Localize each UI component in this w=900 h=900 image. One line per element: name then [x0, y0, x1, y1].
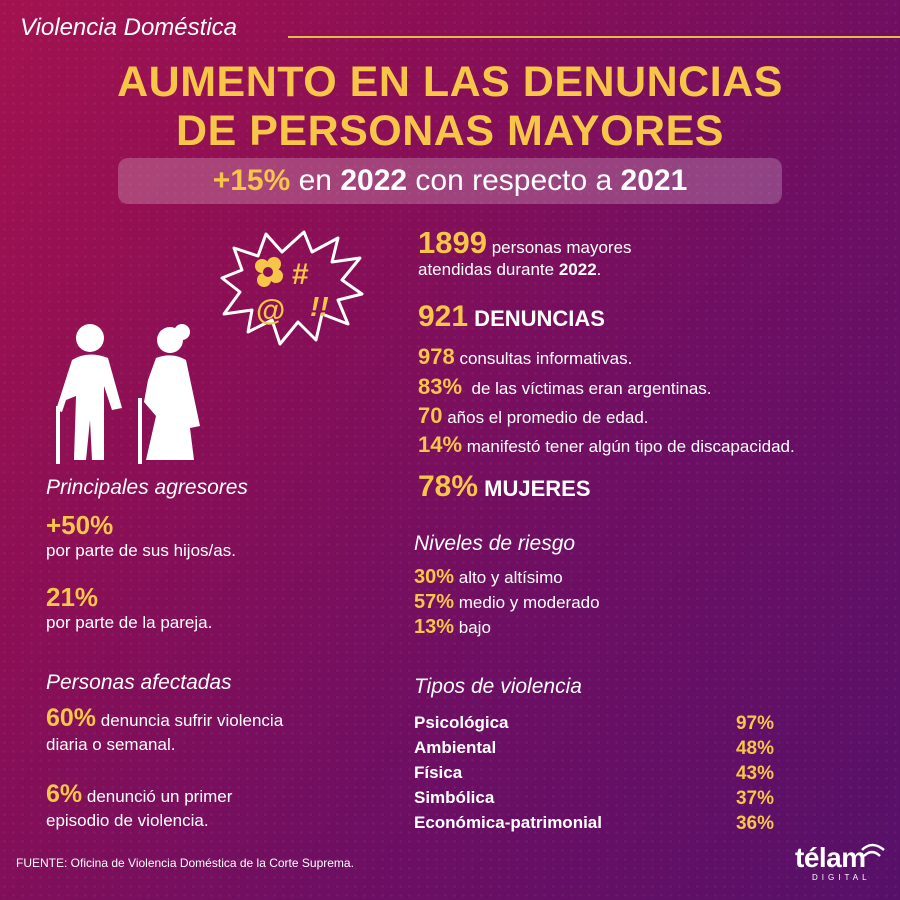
risk-title: Niveles de riesgo — [414, 532, 576, 555]
violence-pct: 43% — [735, 763, 774, 784]
risk-item: 13% bajo — [414, 616, 491, 639]
stat-women-text: MUJERES — [478, 476, 591, 501]
brand-sub-label: DIGITAL — [812, 873, 871, 882]
stat-women: 78% MUJERES — [418, 470, 591, 504]
stat-argentinas-num: 83% — [418, 374, 463, 399]
affected-num: 60% — [46, 704, 97, 732]
stat-consultations: 978 consultas informativas. — [418, 344, 632, 370]
title-line-2: DE PERSONAS MAYORES — [176, 107, 724, 155]
risk-num: 13% — [414, 616, 455, 638]
violence-title: Tipos de violencia — [414, 675, 582, 698]
aggressor-num: 21% — [46, 582, 99, 612]
violence-row: Ambiental 48% — [414, 738, 774, 763]
subtitle-mid: con respecto a — [407, 164, 621, 197]
stat-attended: 1899 personas mayores atendidas durante … — [418, 227, 632, 281]
aggressor-item: 21% por parte de la pareja. — [46, 582, 212, 633]
stat-disability-text: manifestó tener algún tipo de discapacid… — [462, 437, 795, 456]
affected-num: 6% — [46, 780, 83, 808]
affected-line2: diaria o semanal. — [46, 735, 176, 754]
source-note: FUENTE: Oficina de Violencia Doméstica d… — [16, 856, 354, 870]
stat-disability-num: 14% — [418, 432, 463, 457]
stat-disability: 14% manifestó tener algún tipo de discap… — [418, 432, 795, 458]
aggressor-text: por parte de la pareja. — [46, 613, 213, 632]
risk-text: medio y moderado — [454, 593, 600, 612]
risk-num: 30% — [414, 566, 455, 588]
violence-name: Física — [414, 763, 463, 782]
violence-row: Económica-patrimonial 36% — [414, 813, 774, 838]
stat-argentinas: 83% de las víctimas eran argentinas. — [418, 374, 712, 400]
subtitle-pill: +15% en 2022 con respecto a 2021 — [118, 158, 782, 204]
stat-attended-num: 1899 — [418, 225, 487, 260]
violence-row: Física 43% — [414, 763, 774, 788]
stat-complaints-text: DENUNCIAS — [468, 306, 605, 331]
violence-pct: 36% — [735, 813, 774, 834]
stat-age-text: años el promedio de edad. — [442, 408, 649, 427]
risk-text: bajo — [454, 618, 491, 637]
telam-logo: télam — [795, 842, 866, 873]
stat-complaints: 921 DENUNCIAS — [418, 300, 605, 334]
stat-age: 70 años el promedio de edad. — [418, 403, 649, 429]
stat-age-num: 70 — [418, 403, 443, 428]
violence-pct: 48% — [735, 738, 774, 759]
flower-icon — [255, 257, 283, 287]
stat-consultations-num: 978 — [418, 344, 455, 369]
section-label: Violencia Doméstica — [20, 14, 237, 41]
affected-item: 6% denunció un primer episodio de violen… — [46, 782, 232, 833]
affected-title: Personas afectadas — [46, 671, 232, 694]
affected-line2: episodio de violencia. — [46, 811, 209, 830]
affected-line1: denuncia sufrir violencia — [96, 711, 284, 730]
stat-women-num: 78% — [418, 470, 479, 503]
violence-row: Simbólica 37% — [414, 788, 774, 813]
stat-attended-year: 2022 — [558, 260, 597, 279]
violence-pct: 97% — [735, 713, 774, 734]
violence-row: Psicológica 97% — [414, 713, 774, 738]
main-title: AUMENTO EN LAS DENUNCIAS DE PERSONAS MAY… — [0, 58, 900, 156]
affected-item: 60% denuncia sufrir violencia diaria o s… — [46, 706, 283, 757]
stat-attended-end: . — [596, 260, 602, 279]
violence-name: Ambiental — [414, 738, 497, 757]
stat-complaints-num: 921 — [418, 300, 469, 333]
violence-pct: 37% — [735, 788, 774, 809]
stat-argentinas-text: de las víctimas eran argentinas. — [462, 379, 712, 398]
violence-name: Simbólica — [414, 788, 495, 807]
signal-waves-icon — [861, 843, 885, 857]
aggressors-title: Principales agresores — [46, 476, 248, 499]
title-line-1: AUMENTO EN LAS DENUNCIAS — [117, 58, 783, 106]
subtitle-year1: 2022 — [340, 164, 408, 197]
risk-item: 57% medio y moderado — [414, 591, 600, 614]
stat-attended-text2: atendidas durante — [418, 260, 559, 279]
hash-symbol: # — [292, 258, 309, 291]
aggressor-text: por parte de sus hijos/as. — [46, 541, 236, 560]
subtitle-pct: +15% — [212, 164, 291, 197]
risk-text: alto y altísimo — [454, 568, 563, 587]
aggressor-item: +50% por parte de sus hijos/as. — [46, 510, 236, 561]
aggressor-num: +50% — [46, 510, 114, 540]
elderly-couple-icon — [56, 324, 200, 464]
affected-line1: denunció un primer — [82, 787, 233, 806]
risk-num: 57% — [414, 591, 455, 613]
violence-name: Económica-patrimonial — [414, 813, 602, 832]
bang-symbol: !! — [310, 291, 329, 322]
at-symbol: @ — [256, 294, 285, 327]
violence-name: Psicológica — [414, 713, 509, 732]
section-divider — [288, 36, 900, 38]
subtitle-year2: 2021 — [620, 164, 688, 197]
angry-speech-burst-icon: # @ !! — [220, 230, 364, 346]
stat-attended-text1: personas mayores — [486, 238, 632, 257]
risk-item: 30% alto y altísimo — [414, 566, 563, 589]
stat-consultations-text: consultas informativas. — [454, 349, 633, 368]
subtitle-pre: en — [290, 164, 341, 197]
